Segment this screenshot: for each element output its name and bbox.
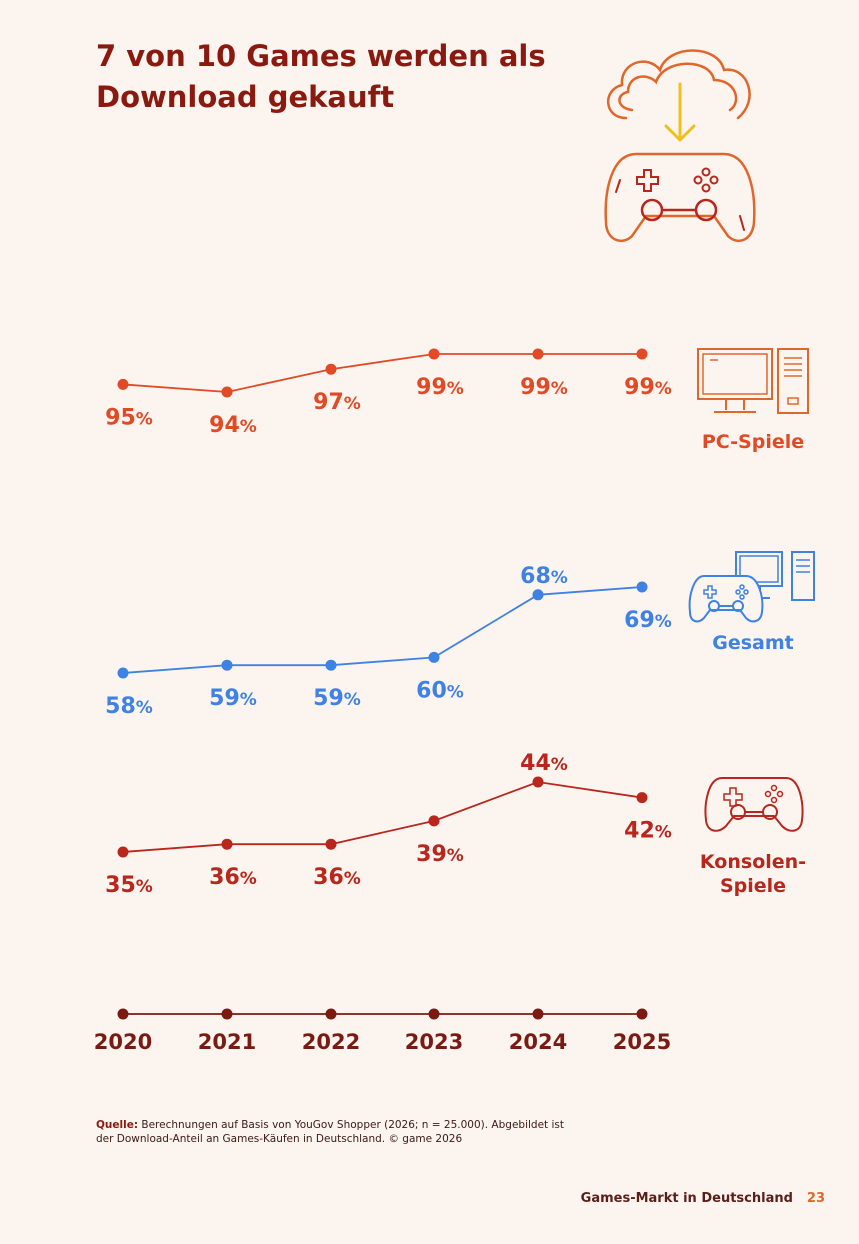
data-point-pc-2021 <box>221 386 233 398</box>
data-label-konsole-2020: 35% <box>105 873 153 898</box>
data-label-konsole-2024: 44% <box>520 751 568 776</box>
data-label-konsole-2022: 36% <box>313 865 361 890</box>
page-title: 7 von 10 Games werden als Download gekau… <box>96 36 596 118</box>
data-point-pc-2025 <box>636 348 648 360</box>
gamepad-icon <box>704 777 804 832</box>
x-tick-label-2023: 2023 <box>405 1030 463 1054</box>
series-label-gesamt: Gesamt <box>712 632 794 654</box>
data-point-konsole-2023 <box>428 815 440 827</box>
data-point-konsole-2025 <box>636 792 648 804</box>
data-point-pc-2020 <box>117 378 129 390</box>
data-label-gesamt-2022: 59% <box>313 686 361 711</box>
data-point-konsole-2024 <box>532 776 544 788</box>
x-axis-dot-2024 <box>532 1008 544 1020</box>
data-point-gesamt-2021 <box>221 659 233 671</box>
series-label-konsole: Konsolen- Spiele <box>699 851 807 897</box>
x-axis-dot-2021 <box>221 1008 233 1020</box>
gamepad-and-pc-icon <box>688 551 815 623</box>
data-label-konsole-2025: 42% <box>624 819 672 844</box>
data-label-gesamt-2025: 69% <box>624 608 672 633</box>
series-line-gesamt <box>122 586 643 674</box>
data-point-gesamt-2020 <box>117 667 129 679</box>
x-axis-dot-2023 <box>428 1008 440 1020</box>
data-point-konsole-2022 <box>325 838 337 850</box>
title-line-2: Download gekauft <box>96 80 395 114</box>
footer: Games-Markt in Deutschland 23 <box>581 1191 825 1206</box>
source-label: Quelle: <box>96 1119 139 1131</box>
data-label-konsole-2023: 39% <box>416 842 464 867</box>
x-tick-label-2022: 2022 <box>302 1030 360 1054</box>
data-point-gesamt-2022 <box>325 659 337 671</box>
series-label-pc: PC-Spiele <box>701 431 805 453</box>
data-label-pc-2020: 95% <box>105 405 153 430</box>
data-label-pc-2024: 99% <box>520 375 568 400</box>
title-line-1: 7 von 10 Games werden als <box>96 39 546 73</box>
page-number: 23 <box>806 1191 825 1206</box>
data-point-konsole-2020 <box>117 846 129 858</box>
x-axis-dot-2020 <box>117 1008 129 1020</box>
data-point-gesamt-2024 <box>532 589 544 601</box>
x-tick-label-2025: 2025 <box>613 1030 671 1054</box>
x-axis-dot-2022 <box>325 1008 337 1020</box>
data-label-pc-2023: 99% <box>416 375 464 400</box>
data-label-pc-2022: 97% <box>313 390 361 415</box>
x-axis-dot-2025 <box>636 1008 648 1020</box>
source-text: Berechnungen auf Basis von YouGov Shoppe… <box>96 1119 564 1145</box>
data-label-gesamt-2021: 59% <box>209 686 257 711</box>
data-point-pc-2022 <box>325 363 337 375</box>
data-point-gesamt-2023 <box>428 651 440 663</box>
data-point-konsole-2021 <box>221 838 233 850</box>
data-label-konsole-2021: 36% <box>209 865 257 890</box>
download-gamepad-icon <box>604 49 756 242</box>
source-note: Quelle: Berechnungen auf Basis von YouGo… <box>96 1118 576 1146</box>
footer-text: Games-Markt in Deutschland <box>580 1191 793 1206</box>
x-tick-label-2021: 2021 <box>198 1030 256 1054</box>
series-line-pc <box>122 353 642 393</box>
data-label-gesamt-2024: 68% <box>520 564 568 589</box>
x-tick-label-2024: 2024 <box>509 1030 567 1054</box>
data-label-gesamt-2020: 58% <box>105 694 153 719</box>
x-tick-label-2020: 2020 <box>94 1030 152 1054</box>
data-point-pc-2023 <box>428 348 440 360</box>
data-label-pc-2021: 94% <box>209 413 257 438</box>
data-point-pc-2024 <box>532 348 544 360</box>
series-line-konsole <box>122 781 643 853</box>
data-label-gesamt-2023: 60% <box>416 678 464 703</box>
data-point-gesamt-2025 <box>636 581 648 593</box>
data-label-pc-2025: 99% <box>624 375 672 400</box>
pc-icon <box>697 348 809 414</box>
